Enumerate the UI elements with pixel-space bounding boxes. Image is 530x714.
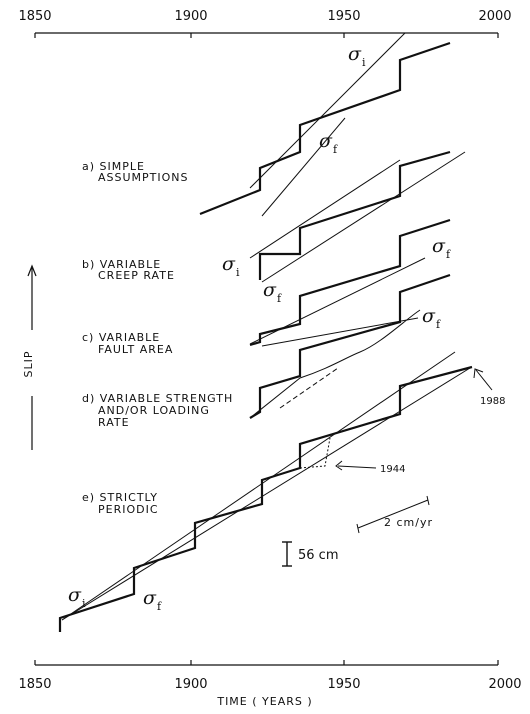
bottom-tick-1850: 1850 [18,677,51,692]
rate-label: 2 cm/yr [384,516,433,529]
panel-a-label-1: a) SIMPLE [82,160,145,173]
bottom-axis [34,660,499,666]
top-tick-1850: 1850 [18,9,51,24]
bottom-tick-1900: 1900 [174,677,207,692]
panel-c-lines [249,218,451,347]
panel-e-label-1: e) STRICTLY [82,491,158,504]
panel-a-sigma-i-sub: i [362,56,366,69]
scale-label: 56 cm [298,548,339,563]
x-axis-title: TIME ( YEARS ) [216,695,312,708]
panel-b-sigma-i: σ [222,253,236,275]
panel-e-sigma-i-sub: i [82,597,86,610]
panel-b-lines [249,150,466,283]
bottom-tick-1950: 1950 [327,677,360,692]
panel-a-sigma-i: σ [348,43,362,65]
panel-c-sigma-f: σ [432,235,446,257]
panel-e-sigma-i: σ [68,584,82,606]
panel-b-label-2: CREEP RATE [98,269,175,282]
annotation-1988: 1988 [480,396,505,407]
annotation-1944: 1944 [380,464,405,475]
top-tick-2000: 2000 [478,9,511,24]
panel-e-sigma-f-sub: f [157,600,162,613]
panel-d-sigma-f: σ [422,305,436,327]
panel-c-label-1: c) VARIABLE [82,331,160,344]
top-axis [34,32,499,38]
panel-e-label-2: PERIODIC [98,503,159,516]
panel-b-label-1: b) VARIABLE [82,258,161,271]
top-tick-1900: 1900 [174,9,207,24]
panel-d-lines [249,273,451,419]
panel-a-label-2: ASSUMPTIONS [98,171,189,184]
y-axis-title: SLIP [22,351,35,378]
panel-a-sigma-f-sub: f [333,143,338,156]
panel-c-sigma-f-sub: f [446,248,451,261]
panel-b-sigma-f: σ [263,279,277,301]
panel-d-sigma-f-sub: f [436,318,441,331]
slip-scale-bar [282,541,292,567]
panel-b-sigma-i-sub: i [236,266,240,279]
top-tick-1950: 1950 [327,9,360,24]
panel-d-label-3: RATE [98,416,130,429]
panel-c-label-2: FAULT AREA [98,343,173,356]
y-axis-arrow [27,264,37,450]
panel-b-sigma-f-sub: f [277,292,282,305]
panel-d-label-2: AND/OR LOADING [98,404,210,417]
panel-e-sigma-f: σ [143,587,157,609]
bottom-tick-2000: 2000 [488,677,521,692]
panel-d-label-1: d) VARIABLE STRENGTH [82,392,233,405]
panel-a-lines [199,32,451,217]
rate-scale-bar [356,495,430,534]
panel-e-lines [58,351,493,632]
panel-a-sigma-f: σ [319,130,333,152]
